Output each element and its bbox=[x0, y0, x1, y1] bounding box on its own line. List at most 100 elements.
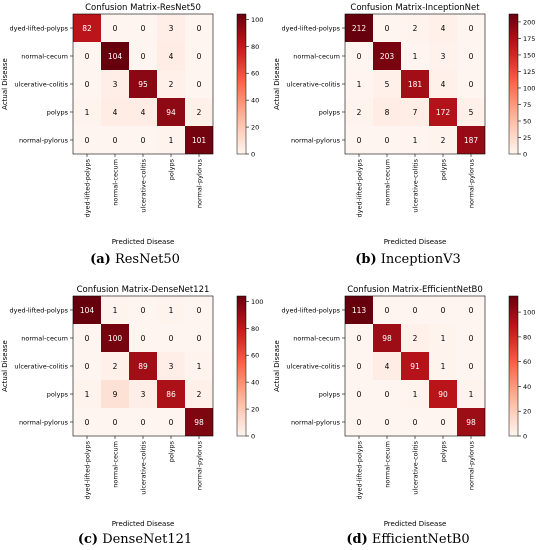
cell-value-label: 2 bbox=[413, 334, 418, 343]
cell-value-label: 3 bbox=[169, 362, 174, 371]
colorbar-tick-label: 125 bbox=[523, 68, 535, 76]
heatmap-cell bbox=[345, 352, 373, 380]
cell-value-label: 2 bbox=[197, 390, 202, 399]
cell-value-label: 0 bbox=[357, 334, 362, 343]
caption-b-tag: (b) bbox=[355, 252, 377, 267]
x-tick-label: dyed-lifted-polyps bbox=[84, 158, 92, 217]
heatmap-cell bbox=[101, 296, 129, 324]
heatmap-cell bbox=[345, 324, 373, 352]
heatmap-cell bbox=[373, 296, 401, 324]
y-tick-label: ulcerative-colitis bbox=[14, 363, 68, 371]
colorbar bbox=[236, 13, 247, 155]
cell-value-label: 2 bbox=[357, 108, 362, 117]
heatmap-cell bbox=[373, 380, 401, 408]
cell-value-label: 0 bbox=[85, 80, 90, 89]
cell-value-label: 0 bbox=[441, 306, 446, 315]
x-tick-label: normal-cecum bbox=[384, 441, 392, 488]
cell-value-label: 181 bbox=[408, 80, 423, 89]
heatmap-cell bbox=[185, 70, 213, 98]
x-axis-label: Predicted Disease bbox=[112, 238, 175, 246]
heatmap-cell bbox=[373, 352, 401, 380]
heatmap-cell bbox=[373, 42, 401, 70]
cell-value-label: 0 bbox=[85, 136, 90, 145]
heatmap-cell bbox=[401, 14, 429, 42]
y-tick-label: polyps bbox=[47, 391, 69, 399]
y-tick-label: polyps bbox=[319, 109, 341, 117]
heatmap-cell bbox=[157, 70, 185, 98]
colorbar-tick-label: 40 bbox=[251, 379, 259, 387]
cell-value-label: 1 bbox=[413, 52, 418, 61]
cell-value-label: 0 bbox=[85, 362, 90, 371]
cell-value-label: 9 bbox=[113, 390, 118, 399]
heatmap-cell bbox=[129, 14, 157, 42]
y-tick-label: normal-pylorus bbox=[291, 419, 341, 427]
colorbar-tick-label: 150 bbox=[523, 51, 535, 59]
heatmap-cell bbox=[457, 14, 485, 42]
colorbar-tick-label: 40 bbox=[251, 97, 259, 105]
y-tick-label: normal-cecum bbox=[21, 335, 68, 343]
heatmap-cell bbox=[429, 70, 457, 98]
colorbar-tick-label: 0 bbox=[523, 151, 527, 159]
heatmap-cell bbox=[73, 98, 101, 126]
y-tick-label: normal-pylorus bbox=[19, 419, 69, 427]
cell-value-label: 101 bbox=[192, 136, 207, 145]
x-tick-label: normal-pylorus bbox=[196, 440, 204, 490]
cell-value-label: 90 bbox=[438, 390, 448, 399]
cell-value-label: 187 bbox=[464, 136, 479, 145]
heatmap-cell bbox=[101, 70, 129, 98]
heatmap-cell bbox=[185, 126, 213, 154]
cell-value-label: 1 bbox=[357, 80, 362, 89]
colorbar-tick-label: 60 bbox=[523, 358, 531, 366]
colorbar-tick-label: 40 bbox=[523, 383, 531, 391]
cell-value-label: 0 bbox=[197, 24, 202, 33]
caption-a-tag: (a) bbox=[90, 252, 111, 267]
cell-value-label: 1 bbox=[441, 362, 446, 371]
heatmap-cell bbox=[129, 98, 157, 126]
heatmap-cell bbox=[345, 42, 373, 70]
cell-value-label: 0 bbox=[413, 418, 418, 427]
caption-d-text: EfficientNetB0 bbox=[371, 532, 470, 547]
heatmap-cell bbox=[457, 352, 485, 380]
heatmap-cell bbox=[157, 408, 185, 436]
x-axis-label: Predicted Disease bbox=[112, 520, 175, 528]
cell-value-label: 2 bbox=[113, 362, 118, 371]
cell-value-label: 4 bbox=[141, 108, 146, 117]
cell-value-label: 86 bbox=[166, 390, 176, 399]
cell-value-label: 0 bbox=[141, 24, 146, 33]
heatmap-cell bbox=[373, 14, 401, 42]
cell-value-label: 0 bbox=[197, 80, 202, 89]
cell-value-label: 4 bbox=[441, 80, 446, 89]
heatmap-cell bbox=[345, 98, 373, 126]
cell-value-label: 0 bbox=[357, 136, 362, 145]
heatmap-cell bbox=[129, 324, 157, 352]
cell-value-label: 203 bbox=[380, 52, 395, 61]
heatmap-cell bbox=[185, 324, 213, 352]
colorbar-tick-label: 100 bbox=[523, 309, 535, 317]
cell-value-label: 7 bbox=[413, 108, 418, 117]
cell-value-label: 0 bbox=[469, 334, 474, 343]
caption-d: (d) EfficientNetB0 bbox=[278, 532, 538, 547]
heatmap-cell bbox=[129, 296, 157, 324]
cell-value-label: 0 bbox=[469, 80, 474, 89]
colorbar bbox=[236, 295, 247, 437]
heatmap-cell bbox=[401, 296, 429, 324]
cell-value-label: 4 bbox=[385, 362, 390, 371]
heatmap-cell bbox=[101, 98, 129, 126]
heatmap-cell bbox=[429, 296, 457, 324]
y-tick-label: dyed-lifted-polyps bbox=[9, 307, 68, 315]
heatmap-cell bbox=[373, 126, 401, 154]
heatmap-cell bbox=[457, 42, 485, 70]
chart-title: Confusion Matrix-DenseNet121 bbox=[77, 285, 210, 295]
cell-value-label: 3 bbox=[441, 52, 446, 61]
colorbar-tick-label: 25 bbox=[523, 134, 531, 142]
colorbar-tick-label: 20 bbox=[251, 124, 259, 132]
heatmap-cell bbox=[401, 380, 429, 408]
y-axis-label: Actual Disease bbox=[273, 58, 281, 110]
cell-value-label: 8 bbox=[385, 108, 390, 117]
heatmap-cell bbox=[129, 408, 157, 436]
caption-a-text: ResNet50 bbox=[114, 252, 180, 267]
x-axis-label: Predicted Disease bbox=[384, 238, 447, 246]
heatmap-cell bbox=[373, 98, 401, 126]
